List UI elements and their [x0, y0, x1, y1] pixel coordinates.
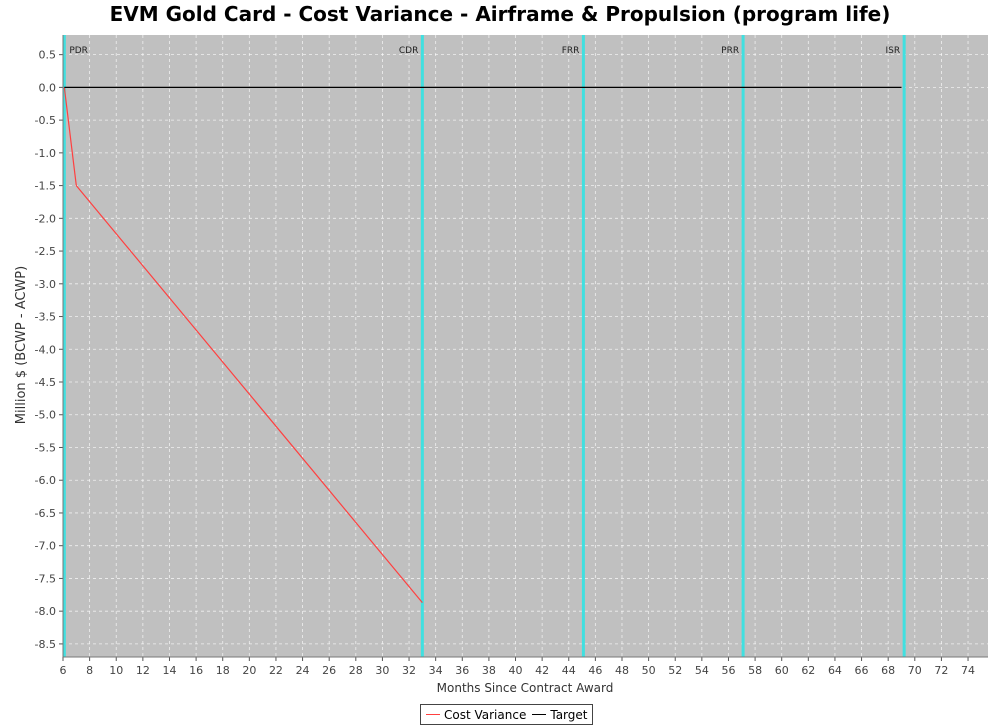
legend-item-target: Target — [532, 708, 587, 722]
x-tick-label: 42 — [535, 664, 549, 677]
y-tick-label: -2.5 — [35, 245, 56, 258]
x-tick-label: 52 — [668, 664, 682, 677]
x-tick-label: 38 — [482, 664, 496, 677]
x-tick-label: 8 — [86, 664, 93, 677]
x-tick-label: 24 — [296, 664, 310, 677]
x-tick-label: 66 — [855, 664, 869, 677]
legend-label-cost-variance: Cost Variance — [444, 707, 527, 722]
x-tick-label: 12 — [136, 664, 150, 677]
x-tick-label: 22 — [269, 664, 283, 677]
chart-svg: PDR CDR FRR PRR ISR 6 8 10 12 14 16 18 20 22 24 26 28 30… — [14, 35, 988, 695]
series-line-cost-variance — [63, 87, 423, 604]
y-tick-label: -8.5 — [35, 638, 56, 651]
grid-lines — [63, 35, 988, 657]
x-tick-label: 6 — [60, 664, 67, 677]
chart-title: EVM Gold Card - Cost Variance - Airframe… — [109, 2, 891, 26]
milestone-label-pdr: PDR — [69, 46, 88, 56]
x-tick-label: 54 — [695, 664, 709, 677]
y-tick-label: -5.5 — [35, 441, 56, 454]
y-tick-label: -1.5 — [35, 180, 56, 193]
x-tick-label: 28 — [349, 664, 363, 677]
milestone-label-cdr: CDR — [399, 46, 418, 56]
x-tick-label: 14 — [162, 664, 176, 677]
x-tick-label: 46 — [588, 664, 602, 677]
y-tick-label: -6.0 — [35, 474, 56, 487]
x-tick-label: 50 — [642, 664, 656, 677]
milestone-label-frr: FRR — [562, 46, 580, 56]
y-tick-label: -7.5 — [35, 572, 56, 585]
y-tick-label: -1.0 — [35, 147, 56, 160]
x-tick-label: 26 — [322, 664, 336, 677]
series-lines — [63, 86, 902, 604]
y-tick-label: -3.0 — [35, 278, 56, 291]
y-tick-label: 0.0 — [39, 81, 57, 94]
y-tick-label: -4.0 — [35, 343, 56, 356]
x-tick-label: 70 — [908, 664, 922, 677]
legend-swatch-cost-variance — [426, 714, 440, 715]
milestone-label-isr: ISR — [886, 46, 901, 56]
y-tick-label: -2.0 — [35, 212, 56, 225]
x-tick-label: 36 — [455, 664, 469, 677]
x-tick-label: 72 — [934, 664, 948, 677]
legend-item-cost-variance: Cost Variance — [426, 708, 526, 722]
y-axis-label: Million $ (BCWP - ACWP) — [14, 266, 29, 424]
x-tick-label: 64 — [828, 664, 842, 677]
y-tick-label: -8.0 — [35, 605, 56, 618]
x-tick-label: 16 — [189, 664, 203, 677]
x-tick-label: 44 — [562, 664, 576, 677]
y-tick-label: 0.5 — [39, 49, 57, 62]
x-tick-label: 18 — [216, 664, 230, 677]
legend-label-target: Target — [550, 707, 588, 722]
x-tick-label: 32 — [402, 664, 416, 677]
milestone-label-prr: PRR — [721, 46, 739, 56]
y-tick-label: -6.5 — [35, 507, 56, 520]
y-tick-label: -5.0 — [35, 409, 56, 422]
y-tick-label: -7.0 — [35, 540, 56, 553]
x-tick-label: 30 — [375, 664, 389, 677]
plot-area — [63, 35, 988, 657]
x-axis-label: Months Since Contract Award — [437, 681, 614, 695]
axes: 6 8 10 12 14 16 18 20 22 24 26 28 30 32 34 36 38 40 42 44 46… — [35, 35, 988, 677]
x-tick-label: 58 — [748, 664, 762, 677]
x-tick-label: 60 — [775, 664, 789, 677]
x-tick-label: 48 — [615, 664, 629, 677]
legend-swatch-target — [532, 714, 547, 715]
x-tick-label: 56 — [721, 664, 735, 677]
x-tick-label: 34 — [429, 664, 443, 677]
x-tick-label: 20 — [242, 664, 256, 677]
y-tick-label: -0.5 — [35, 114, 56, 127]
x-tick-label: 62 — [801, 664, 815, 677]
y-tick-label: -4.5 — [35, 376, 56, 389]
x-tick-label: 68 — [881, 664, 895, 677]
y-tick-label: -3.5 — [35, 311, 56, 324]
x-tick-label: 40 — [509, 664, 523, 677]
x-tick-label: 10 — [109, 664, 123, 677]
milestone-lines: PDR CDR FRR PRR ISR — [62, 35, 906, 657]
legend: Cost Variance Target — [420, 704, 594, 725]
x-tick-label: 74 — [961, 664, 975, 677]
